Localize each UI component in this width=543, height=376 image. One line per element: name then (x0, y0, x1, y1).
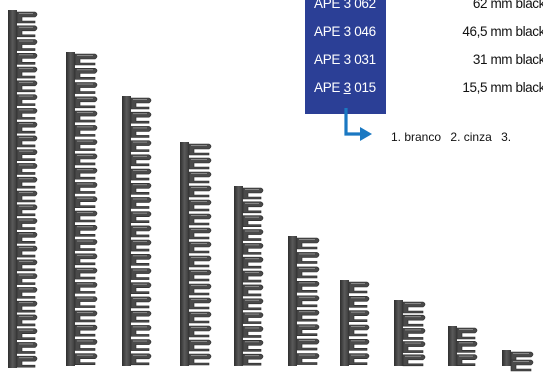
dimension-3: 31 mm black (472, 52, 543, 67)
option-branco: 1. branco (391, 130, 442, 144)
cable-holder-strip (122, 96, 152, 366)
option-cinza: 2. cinza (450, 130, 492, 144)
cable-holder-strip (8, 10, 38, 368)
cable-holder-strip (502, 350, 534, 372)
cable-holder-strip (394, 300, 426, 367)
product-code-box: APE 3 062 APE 3 046 APE 3 031 APE 3 015 (305, 0, 386, 114)
cable-holder-strip (288, 236, 320, 366)
cable-holder-strip (180, 142, 212, 366)
corner-down-right-arrow-icon (344, 108, 372, 141)
dimension-4: 15,5 mm black (462, 80, 543, 95)
color-options: 1. branco 2. cinza 3. (391, 130, 517, 144)
product-code-2: APE 3 046 (314, 24, 376, 39)
cable-holder-strip (448, 326, 478, 366)
option-3: 3. (501, 130, 512, 144)
dimension-2: 46,5 mm black (462, 24, 543, 39)
cable-holder-strip (234, 186, 264, 366)
dimension-1: 62 mm black (472, 0, 543, 11)
product-code-3: APE 3 031 (314, 52, 376, 67)
cable-holder-strip (66, 52, 98, 366)
product-code-4: APE 3 015 (314, 80, 376, 95)
product-code-1: APE 3 062 (314, 0, 376, 11)
cable-holder-strip (340, 280, 370, 366)
